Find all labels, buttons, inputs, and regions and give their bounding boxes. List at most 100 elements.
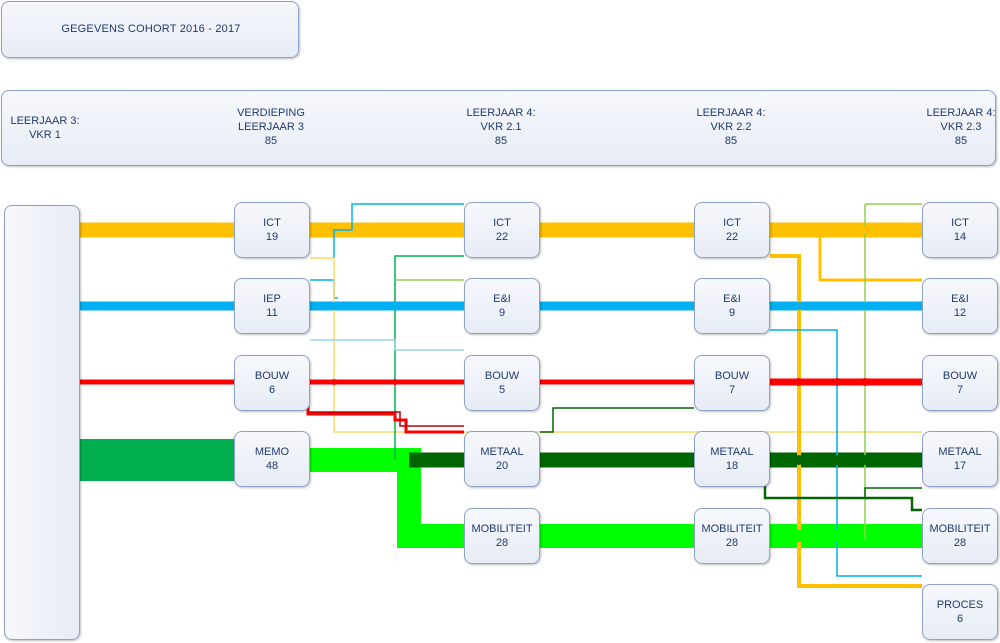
node-count: 6 [268,384,276,396]
flow-ict-to-mobiliteit [770,254,922,588]
flow-bouw-to-metaal-red [306,382,464,434]
header-col-vkr22-line1: LEERJAAR 4: [696,107,766,119]
node-label: ICT [493,217,511,229]
node-label: E&I [723,293,741,305]
crossing-marker [794,455,804,465]
header-col-verdieping: VERDIEPING LEERJAAR 3 85 [211,106,331,148]
node-col3-ei: E&I 9 [694,278,770,334]
node-label: ICT [263,217,281,229]
header-col-vkr22-line2: VKR 2.2 [710,121,752,133]
header-col-verdieping-line1: VERDIEPING [237,107,305,119]
node-count: 19 [265,231,279,243]
node-count: 14 [953,231,967,243]
flow-ict-to-ict-blue [333,203,464,258]
header-col-vkr21-line2: VKR 2.1 [480,121,522,133]
node-count: 6 [956,613,964,625]
node-label: MOBILITEIT [471,523,533,535]
crossing-marker [331,379,337,385]
crossing-marker [833,378,841,386]
node-label: BOUW [714,370,750,382]
node-col3-mobiliteit: MOBILITEIT 28 [694,508,770,564]
crossing-marker [392,379,398,385]
crossing-marker [861,302,869,310]
header-col-vkr22: LEERJAAR 4: VKR 2.2 85 [671,106,791,148]
node-col3-metaal: METAAL 18 [694,431,770,487]
flow-memo-to-ict-green [394,255,464,460]
node-col4-ict: ICT 14 [922,202,998,258]
node-count: 5 [498,384,506,396]
header-col-vkr23-line2: VKR 2.3 [940,121,982,133]
node-label: E&I [493,293,511,305]
node-count: 7 [956,384,964,396]
node-count: 28 [953,537,967,549]
node-count: 20 [495,460,509,472]
crossing-marker [795,302,803,310]
node-col4-mobiliteit: MOBILITEIT 28 [922,508,998,564]
node-col4-metaal: METAAL 17 [922,431,998,487]
flow-ict-to-ei [818,230,922,282]
node-label: PROCES [936,599,984,611]
node-count: 48 [265,460,279,472]
diagram-title: GEGEVENS COHORT 2016 - 2017 [61,23,241,35]
node-col2-mobiliteit: MOBILITEIT 28 [464,508,540,564]
node-count: 17 [953,460,967,472]
header-col-vkr21-count: 85 [494,135,508,147]
node-count: 9 [728,307,736,319]
flow-memo-to-mobiliteit [310,448,922,548]
node-label: MEMO [254,446,290,458]
flow-ei-to-proces [770,329,922,577]
crossing-marker [861,378,869,386]
node-col3-ict: ICT 22 [694,202,770,258]
header-band [1,90,996,166]
node-label: IEP [263,293,281,305]
header-col-leerjaar3: LEERJAAR 3: VKR 1 [0,114,105,142]
node-count: 28 [495,537,509,549]
flow-bouw-to-ei-darkred [308,411,464,427]
node-label: MOBILITEIT [701,523,763,535]
header-col-leerjaar3-line2: VKR 1 [29,129,61,141]
node-label: METAAL [938,446,982,458]
node-count: 28 [725,537,739,549]
node-col2-ict: ICT 22 [464,202,540,258]
node-col3-bouw: BOUW 7 [694,355,770,411]
title-box: GEGEVENS COHORT 2016 - 2017 [1,1,299,58]
node-label: BOUW [484,370,520,382]
node-count: 22 [495,231,509,243]
flow-iep-to-ei-yellow [310,257,922,433]
flow-iep-to-bouw [310,339,464,351]
node-col1-memo: MEMO 48 [234,431,310,487]
crossing-marker [330,302,338,310]
header-col-vkr21: LEERJAAR 4: VKR 2.1 85 [441,106,561,148]
crossing-marker [860,455,870,465]
crossing-marker [795,378,803,386]
node-count: 9 [498,307,506,319]
crossing-marker [391,302,399,310]
node-col2-bouw: BOUW 5 [464,355,540,411]
header-col-leerjaar3-line1: LEERJAAR 3: [10,115,80,127]
node-label: E&I [951,293,969,305]
header-col-vkr22-count: 85 [724,135,738,147]
node-label: BOUW [942,370,978,382]
node-col4-ei: E&I 12 [922,278,998,334]
crossing-marker [793,530,805,542]
node-count: 12 [953,307,967,319]
flow-bouw-to-metaal [540,407,694,433]
crossing-markers [330,226,870,542]
node-label: METAAL [480,446,524,458]
header-col-verdieping-line2: LEERJAAR 3 [237,121,305,133]
flow-metaal-to-ei [864,487,922,498]
node-count: 18 [725,460,739,472]
crossing-marker [831,530,843,542]
crossing-marker [832,455,842,465]
header-col-vkr23-count: 85 [954,135,968,147]
node-label: ICT [951,217,969,229]
node-label: ICT [723,217,741,229]
node-label: BOUW [254,370,290,382]
header-col-verdieping-count: 85 [264,135,278,147]
node-col4-proces: PROCES 6 [922,584,998,640]
header-col-vkr21-line1: LEERJAAR 4: [466,107,536,119]
node-label: METAAL [710,446,754,458]
node-col2-ei: E&I 9 [464,278,540,334]
node-label: MOBILITEIT [929,523,991,535]
node-col1-iep: IEP 11 [234,278,310,334]
